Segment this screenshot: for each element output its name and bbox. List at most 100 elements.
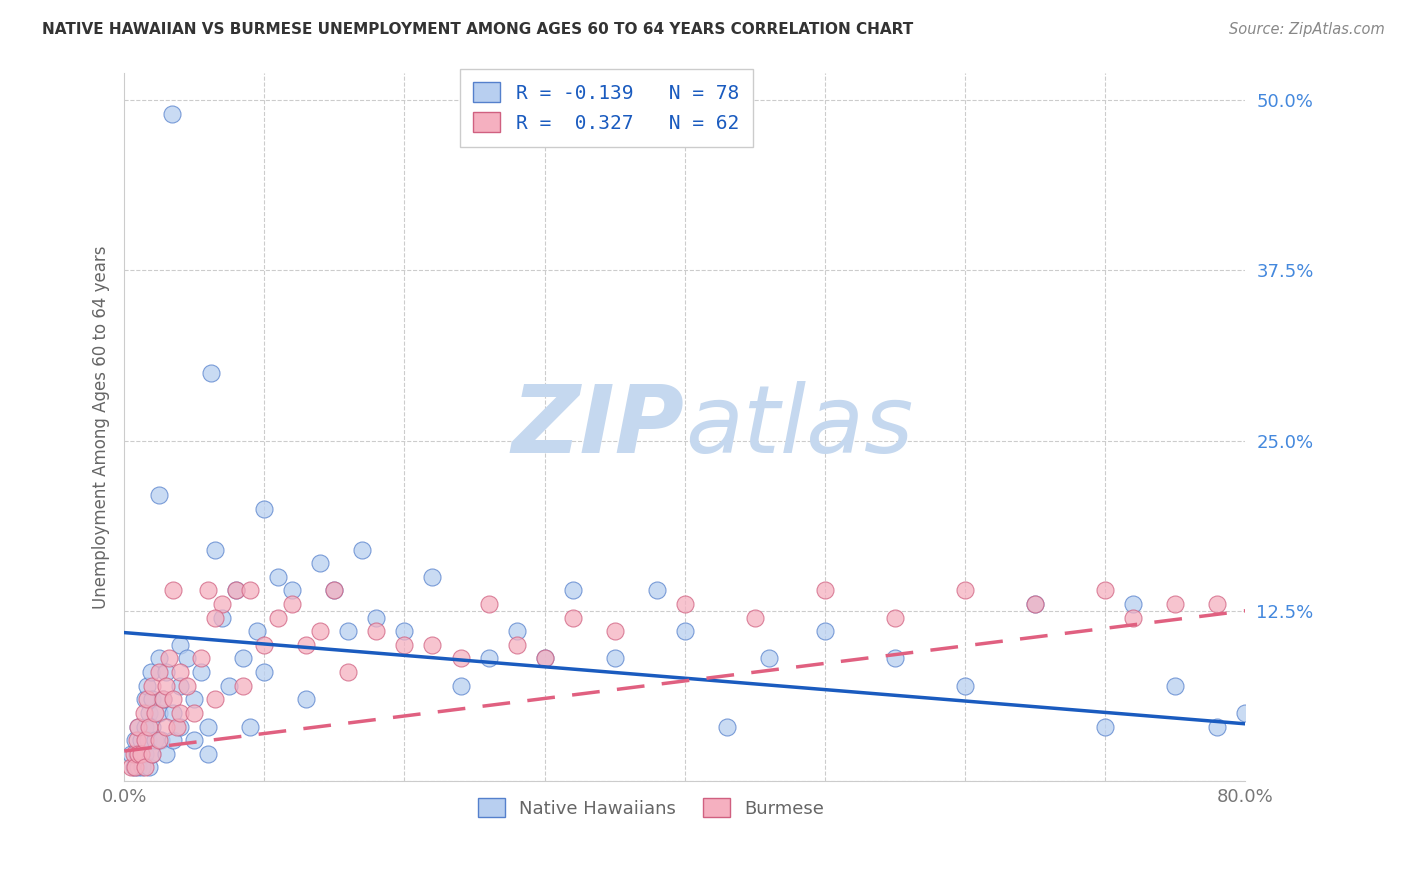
Point	[450, 679, 472, 693]
Point	[232, 679, 254, 693]
Point	[148, 733, 170, 747]
Point	[124, 760, 146, 774]
Y-axis label: Unemployment Among Ages 60 to 64 years: Unemployment Among Ages 60 to 64 years	[93, 245, 110, 608]
Point	[190, 665, 212, 679]
Point	[152, 692, 174, 706]
Point	[129, 747, 152, 761]
Point	[295, 692, 318, 706]
Point	[366, 624, 388, 639]
Point	[139, 665, 162, 679]
Point	[337, 624, 360, 639]
Point	[323, 583, 346, 598]
Point	[561, 583, 583, 598]
Text: atlas: atlas	[685, 382, 912, 473]
Text: NATIVE HAWAIIAN VS BURMESE UNEMPLOYMENT AMONG AGES 60 TO 64 YEARS CORRELATION CH: NATIVE HAWAIIAN VS BURMESE UNEMPLOYMENT …	[42, 22, 914, 37]
Point	[148, 651, 170, 665]
Point	[190, 651, 212, 665]
Point	[148, 706, 170, 720]
Point	[309, 624, 332, 639]
Point	[1094, 719, 1116, 733]
Point	[246, 624, 269, 639]
Point	[225, 583, 247, 598]
Point	[204, 610, 226, 624]
Point	[129, 733, 152, 747]
Point	[124, 733, 146, 747]
Point	[422, 638, 444, 652]
Point	[267, 570, 290, 584]
Point	[135, 679, 157, 693]
Point	[169, 638, 191, 652]
Point	[883, 610, 905, 624]
Point	[603, 651, 626, 665]
Point	[148, 665, 170, 679]
Point	[169, 719, 191, 733]
Point	[477, 597, 499, 611]
Point	[211, 597, 233, 611]
Point	[169, 665, 191, 679]
Point	[281, 583, 304, 598]
Point	[162, 733, 184, 747]
Point	[160, 107, 183, 121]
Point	[141, 692, 163, 706]
Point	[176, 651, 198, 665]
Point	[134, 692, 156, 706]
Point	[162, 583, 184, 598]
Point	[533, 651, 555, 665]
Point	[155, 679, 177, 693]
Point	[505, 638, 527, 652]
Point	[253, 638, 276, 652]
Point	[152, 692, 174, 706]
Point	[953, 679, 976, 693]
Point	[218, 679, 240, 693]
Point	[183, 733, 205, 747]
Point	[155, 719, 177, 733]
Point	[127, 719, 149, 733]
Point	[127, 719, 149, 733]
Point	[1164, 679, 1187, 693]
Point	[211, 610, 233, 624]
Point	[120, 760, 142, 774]
Point	[814, 583, 837, 598]
Point	[394, 624, 416, 639]
Point	[814, 624, 837, 639]
Point	[155, 747, 177, 761]
Point	[450, 651, 472, 665]
Point	[134, 733, 156, 747]
Point	[141, 747, 163, 761]
Point	[1024, 597, 1046, 611]
Point	[166, 719, 188, 733]
Point	[1206, 597, 1229, 611]
Point	[131, 760, 153, 774]
Point	[1206, 719, 1229, 733]
Point	[197, 747, 219, 761]
Point	[197, 719, 219, 733]
Point	[603, 624, 626, 639]
Point	[138, 719, 160, 733]
Point	[122, 760, 145, 774]
Point	[953, 583, 976, 598]
Point	[183, 692, 205, 706]
Point	[239, 583, 262, 598]
Point	[143, 706, 166, 720]
Point	[141, 679, 163, 693]
Point	[253, 501, 276, 516]
Point	[561, 610, 583, 624]
Point	[204, 692, 226, 706]
Point	[477, 651, 499, 665]
Point	[394, 638, 416, 652]
Point	[505, 624, 527, 639]
Point	[225, 583, 247, 598]
Point	[176, 679, 198, 693]
Point	[673, 597, 696, 611]
Point	[1094, 583, 1116, 598]
Point	[1234, 706, 1257, 720]
Point	[127, 747, 149, 761]
Point	[120, 747, 142, 761]
Point	[239, 719, 262, 733]
Point	[533, 651, 555, 665]
Point	[155, 665, 177, 679]
Point	[204, 542, 226, 557]
Point	[1122, 597, 1144, 611]
Point	[141, 719, 163, 733]
Point	[1024, 597, 1046, 611]
